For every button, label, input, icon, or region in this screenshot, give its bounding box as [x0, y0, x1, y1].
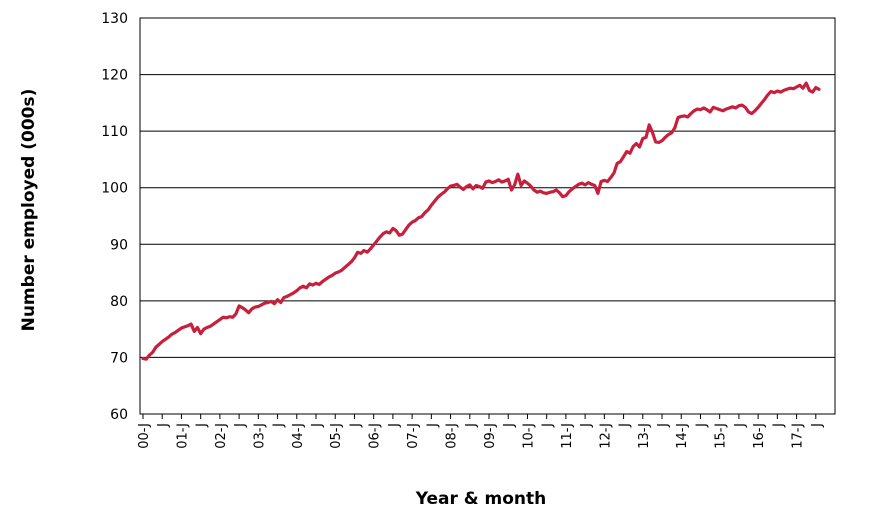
x-tick-label: 10-J: [521, 423, 536, 449]
series-line-employment: [141, 81, 821, 361]
x-tick-label: J: [272, 423, 287, 428]
x-tick-label: J: [656, 423, 671, 428]
y-axis-title: Number employed (000s): [19, 89, 39, 332]
y-tick-label: 130: [101, 11, 128, 27]
x-tick-label: 13-J: [637, 423, 652, 449]
x-tick-label: 15-J: [714, 423, 729, 449]
x-tick-label: J: [502, 423, 517, 428]
x-tick-label: J: [579, 423, 594, 428]
y-tick-label: 100: [101, 181, 128, 197]
y-tick-label: 110: [101, 124, 128, 140]
x-tick-label: 02-J: [214, 423, 229, 449]
x-axis-ticks: 00-J J 01-J J 02-J J 03-J J 04-J J 05-J J 06-J J 07-J J…: [137, 414, 825, 449]
x-tick-label: 09-J: [483, 423, 498, 449]
x-tick-label: J: [387, 423, 402, 428]
y-tick-label: 80: [110, 294, 128, 310]
x-tick-label: 08-J: [445, 423, 460, 449]
x-tick-label: 00-J: [137, 423, 152, 449]
y-tick-label: 60: [110, 407, 128, 423]
x-tick-label: J: [694, 423, 709, 428]
x-tick-label: J: [195, 423, 210, 428]
x-tick-label: 03-J: [252, 423, 267, 449]
x-tick-label: 04-J: [291, 423, 306, 449]
x-tick-label: 12-J: [598, 423, 613, 449]
x-tick-label: J: [348, 423, 363, 428]
x-tick-label: J: [425, 423, 440, 428]
gridlines: [140, 74, 835, 358]
x-tick-label: J: [464, 423, 479, 428]
x-tick-label: 17-J: [791, 423, 806, 449]
y-tick-label: 120: [101, 68, 128, 84]
x-tick-label: 16-J: [752, 423, 767, 449]
y-tick-label: 90: [110, 237, 128, 253]
y-axis-ticks: 60 70 80 90 100 110 120 130: [101, 11, 128, 423]
x-tick-label: J: [310, 423, 325, 428]
x-tick-label: J: [233, 423, 248, 428]
x-tick-label: 01-J: [175, 423, 190, 449]
y-tick-label: 70: [110, 350, 128, 366]
x-tick-label: 07-J: [406, 423, 421, 449]
x-tick-label: J: [771, 423, 786, 428]
x-tick-label: J: [810, 423, 825, 428]
x-tick-label: J: [618, 423, 633, 428]
x-tick-label: J: [733, 423, 748, 428]
x-tick-label: J: [541, 423, 556, 428]
x-tick-label: 05-J: [329, 423, 344, 449]
plot-area-frame: [139, 17, 836, 415]
x-tick-label: J: [156, 423, 171, 428]
x-tick-label: 14-J: [675, 423, 690, 449]
series-layer: [141, 81, 821, 361]
x-axis-title: Year & month: [415, 489, 547, 509]
x-tick-label: 06-J: [368, 423, 383, 449]
x-tick-label: 11-J: [560, 423, 575, 449]
